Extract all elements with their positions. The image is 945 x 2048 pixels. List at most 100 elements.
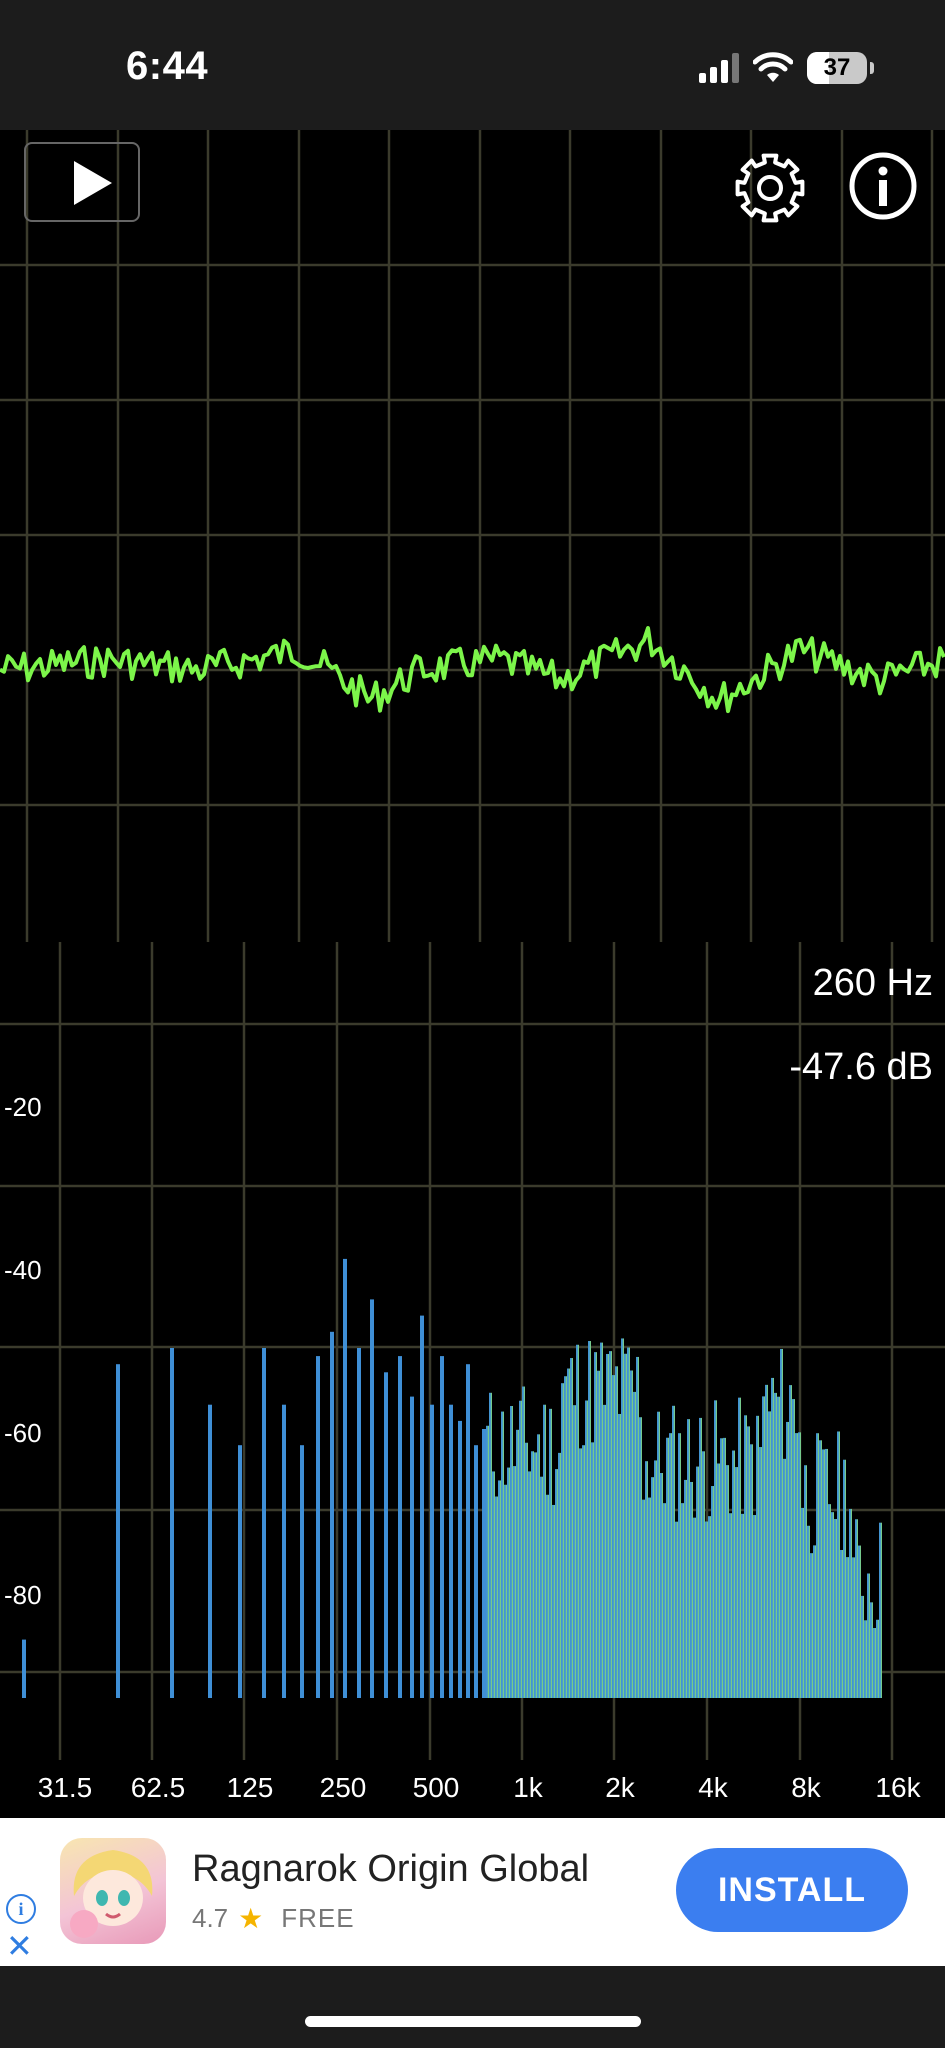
spectrum-bar [675, 1521, 678, 1698]
ad-banner[interactable]: Ragnarok Origin Global 4.7 ★ FREE INSTAL… [0, 1818, 945, 1966]
spectrum-bar [843, 1459, 846, 1698]
spectrum-bar [522, 1386, 525, 1698]
spectrum-bar [819, 1440, 822, 1698]
spectrum-bar [810, 1553, 813, 1698]
spectrum-bar [567, 1368, 570, 1698]
spectrum-bar [801, 1507, 804, 1698]
spectrum-bar [528, 1471, 531, 1698]
spectrum-bar [486, 1425, 489, 1698]
spectrum-bar [789, 1385, 792, 1698]
ad-info-icon[interactable]: i [6, 1894, 36, 1924]
spectrum-bar [495, 1496, 498, 1698]
spectrum-bar [804, 1465, 807, 1698]
spectrum-bar [696, 1466, 699, 1698]
spectrum-bar [588, 1341, 591, 1698]
spectrum-bar [519, 1400, 522, 1698]
app-icon[interactable] [60, 1838, 166, 1944]
spectrum-bar [732, 1450, 735, 1698]
freq-label: 62.5 [130, 1772, 186, 1803]
spectrum-bar [300, 1445, 304, 1698]
play-button[interactable] [24, 142, 140, 222]
spectrum-bar [726, 1465, 729, 1698]
install-button[interactable]: INSTALL [676, 1848, 908, 1932]
spectrum-bar [771, 1377, 774, 1698]
game-character-icon [70, 1850, 153, 1938]
spectrum-bar [741, 1513, 744, 1698]
spectrum-bar [825, 1448, 828, 1698]
star-icon: ★ [238, 1903, 264, 1934]
spectrum-bar [600, 1342, 603, 1698]
spectrum-bar [525, 1442, 528, 1698]
level-readout: -47.6 dB [789, 1046, 933, 1088]
play-icon [74, 161, 112, 205]
spectrum-bar [585, 1400, 588, 1698]
battery-icon: 37 [807, 52, 874, 84]
spectrum-bar [591, 1442, 594, 1698]
spectrum-bar [666, 1437, 669, 1698]
spectrum-bar [768, 1411, 771, 1698]
spectrum-bar [690, 1481, 693, 1698]
spectrum-bar [711, 1486, 714, 1698]
spectrum-bar [708, 1516, 711, 1698]
spectrum-bar [642, 1499, 645, 1698]
spectrum-bar [786, 1421, 789, 1698]
spectrum-bar [564, 1376, 567, 1698]
spectrum-bar [672, 1405, 675, 1698]
spectrum-bar [570, 1358, 573, 1698]
spectrum-bar [750, 1444, 753, 1698]
spectrum-bar [410, 1396, 414, 1698]
spectrum-bar [633, 1391, 636, 1698]
spectrum-bar [546, 1494, 549, 1698]
spectrum-bar [780, 1348, 783, 1698]
spectrum-bar [762, 1396, 765, 1698]
spectrum-bar [753, 1515, 756, 1698]
freq-label: 500 [412, 1772, 460, 1803]
spectrum-bar [717, 1463, 720, 1698]
home-indicator[interactable] [305, 2016, 641, 2027]
spectrum-bar [531, 1451, 534, 1698]
spectrum-bar [657, 1411, 660, 1698]
spectrum-bar [735, 1467, 738, 1698]
spectrum-bar [609, 1351, 612, 1698]
spectrum-bar [430, 1404, 434, 1698]
ad-title[interactable]: Ragnarok Origin Global [192, 1848, 590, 1890]
spectrum-bar [420, 1315, 424, 1698]
spectrum-bar [262, 1348, 266, 1698]
spectrum-bar [855, 1519, 858, 1698]
spectrum-bar [837, 1431, 840, 1698]
settings-button[interactable] [732, 150, 808, 226]
spectrum-panel [0, 942, 945, 1760]
spectrum-bar [747, 1426, 750, 1698]
spectrum-bar [561, 1383, 564, 1698]
spectrum-bar [714, 1400, 717, 1698]
spectrum-bar [357, 1348, 361, 1698]
spectrum-bar [537, 1434, 540, 1698]
ad-close-icon[interactable]: ✕ [6, 1928, 33, 1964]
spectrum-bar [699, 1417, 702, 1698]
spectrum-bar [834, 1518, 837, 1698]
db-label: -40 [4, 1255, 42, 1285]
spectrum-bar [618, 1413, 621, 1698]
cellular-signal-icon [699, 53, 739, 83]
oscilloscope-panel [0, 130, 945, 942]
freq-label: 8k [791, 1772, 821, 1803]
waveform-trace [0, 626, 945, 714]
price-label: FREE [281, 1903, 355, 1933]
spectrum-bar [170, 1348, 174, 1698]
freq-label: 16k [875, 1772, 921, 1803]
spectrum-bar [510, 1406, 513, 1698]
spectrum-bar [558, 1452, 561, 1698]
freq-label: 250 [319, 1772, 367, 1803]
spectrum-bar [846, 1557, 849, 1698]
spectrum-bar [852, 1557, 855, 1698]
spectrum-bar [669, 1433, 672, 1698]
spectrum-bar [238, 1445, 242, 1698]
rating-value: 4.7 [192, 1903, 229, 1933]
spectrum-bar [498, 1480, 501, 1698]
spectrum-bar [792, 1399, 795, 1698]
spectrum-bar [504, 1484, 507, 1698]
spectrum-bar [579, 1448, 582, 1698]
spectrum-bar [330, 1331, 334, 1698]
info-button[interactable] [847, 150, 919, 222]
spectrum-bar [864, 1620, 867, 1698]
